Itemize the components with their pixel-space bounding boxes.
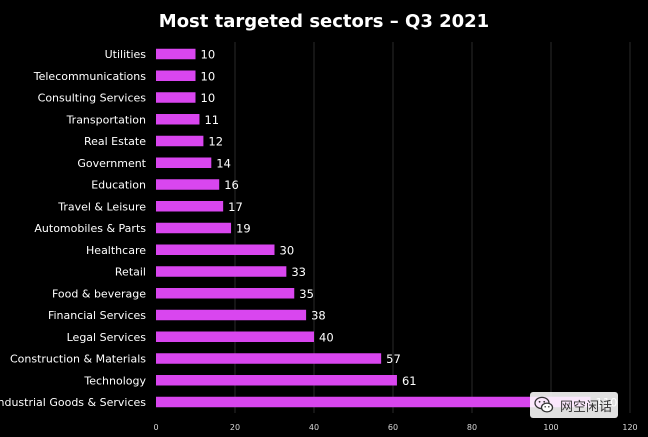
x-tick-label: 120 bbox=[622, 423, 637, 432]
category-label: Telecommunications bbox=[33, 70, 147, 83]
category-label: Construction & Materials bbox=[10, 353, 146, 366]
value-label: 17 bbox=[228, 200, 243, 214]
wechat-icon bbox=[534, 396, 554, 413]
bar bbox=[156, 353, 382, 364]
bar bbox=[156, 179, 220, 190]
bar bbox=[156, 135, 204, 147]
x-tick-label: 20 bbox=[230, 423, 240, 432]
x-tick-label: 100 bbox=[543, 423, 558, 432]
bar bbox=[156, 70, 196, 81]
bar bbox=[156, 396, 591, 408]
value-label: 10 bbox=[201, 48, 216, 62]
category-label: Utilities bbox=[105, 48, 147, 61]
x-tick-label: 60 bbox=[388, 423, 398, 432]
value-label: 14 bbox=[216, 156, 231, 170]
value-label: 33 bbox=[291, 265, 306, 279]
category-label: Healthcare bbox=[86, 244, 146, 257]
x-tick-label: 0 bbox=[153, 423, 158, 432]
value-label: 30 bbox=[280, 243, 295, 257]
watermark-text: 网空闲话 bbox=[560, 399, 613, 415]
bars bbox=[156, 48, 591, 408]
bar bbox=[156, 114, 200, 125]
value-label: 16 bbox=[224, 178, 239, 192]
x-axis-ticks: 0 20 40 60 80 100 120 bbox=[153, 423, 637, 432]
bar bbox=[156, 309, 307, 321]
value-label: 12 bbox=[208, 135, 223, 149]
bar bbox=[156, 244, 275, 255]
value-label: 57 bbox=[386, 352, 401, 366]
value-label: 40 bbox=[319, 330, 334, 344]
category-label: Technology bbox=[83, 374, 146, 387]
category-label: Legal Services bbox=[67, 331, 147, 344]
x-tick-label: 80 bbox=[467, 423, 477, 432]
category-label: Consulting Services bbox=[38, 92, 147, 105]
value-label: 10 bbox=[201, 69, 216, 83]
bar bbox=[156, 375, 397, 386]
category-label: Real Estate bbox=[84, 135, 146, 148]
category-label: Financial Services bbox=[48, 309, 146, 322]
watermark: 网空闲话 bbox=[530, 392, 619, 418]
category-label: Transportation bbox=[66, 113, 146, 126]
value-label: 38 bbox=[311, 309, 326, 323]
category-label: Industrial Goods & Services bbox=[0, 396, 146, 409]
x-tick-label: 40 bbox=[309, 423, 319, 432]
value-label: 10 bbox=[201, 91, 216, 105]
value-label: 61 bbox=[402, 374, 417, 388]
category-label: Education bbox=[91, 179, 146, 192]
bar bbox=[156, 331, 314, 342]
category-label: Travel & Leisure bbox=[57, 200, 146, 213]
category-label: Retail bbox=[115, 266, 146, 279]
grid-lines bbox=[234, 42, 631, 413]
category-label: Government bbox=[77, 157, 146, 170]
bar bbox=[156, 48, 196, 60]
value-label: 35 bbox=[299, 287, 314, 301]
value-label: 19 bbox=[236, 222, 251, 236]
bar bbox=[156, 92, 196, 103]
category-label: Automobiles & Parts bbox=[34, 222, 146, 235]
bar bbox=[156, 157, 212, 168]
chart-title: Most targeted sectors – Q3 2021 bbox=[159, 11, 489, 32]
category-label: Food & beverage bbox=[52, 287, 146, 300]
bar bbox=[156, 288, 295, 299]
category-labels: Utilities Telecommunications Consulting Se… bbox=[0, 48, 147, 409]
bar bbox=[156, 266, 287, 277]
value-label: 11 bbox=[204, 113, 219, 127]
bar bbox=[156, 201, 224, 212]
bar bbox=[156, 222, 232, 234]
